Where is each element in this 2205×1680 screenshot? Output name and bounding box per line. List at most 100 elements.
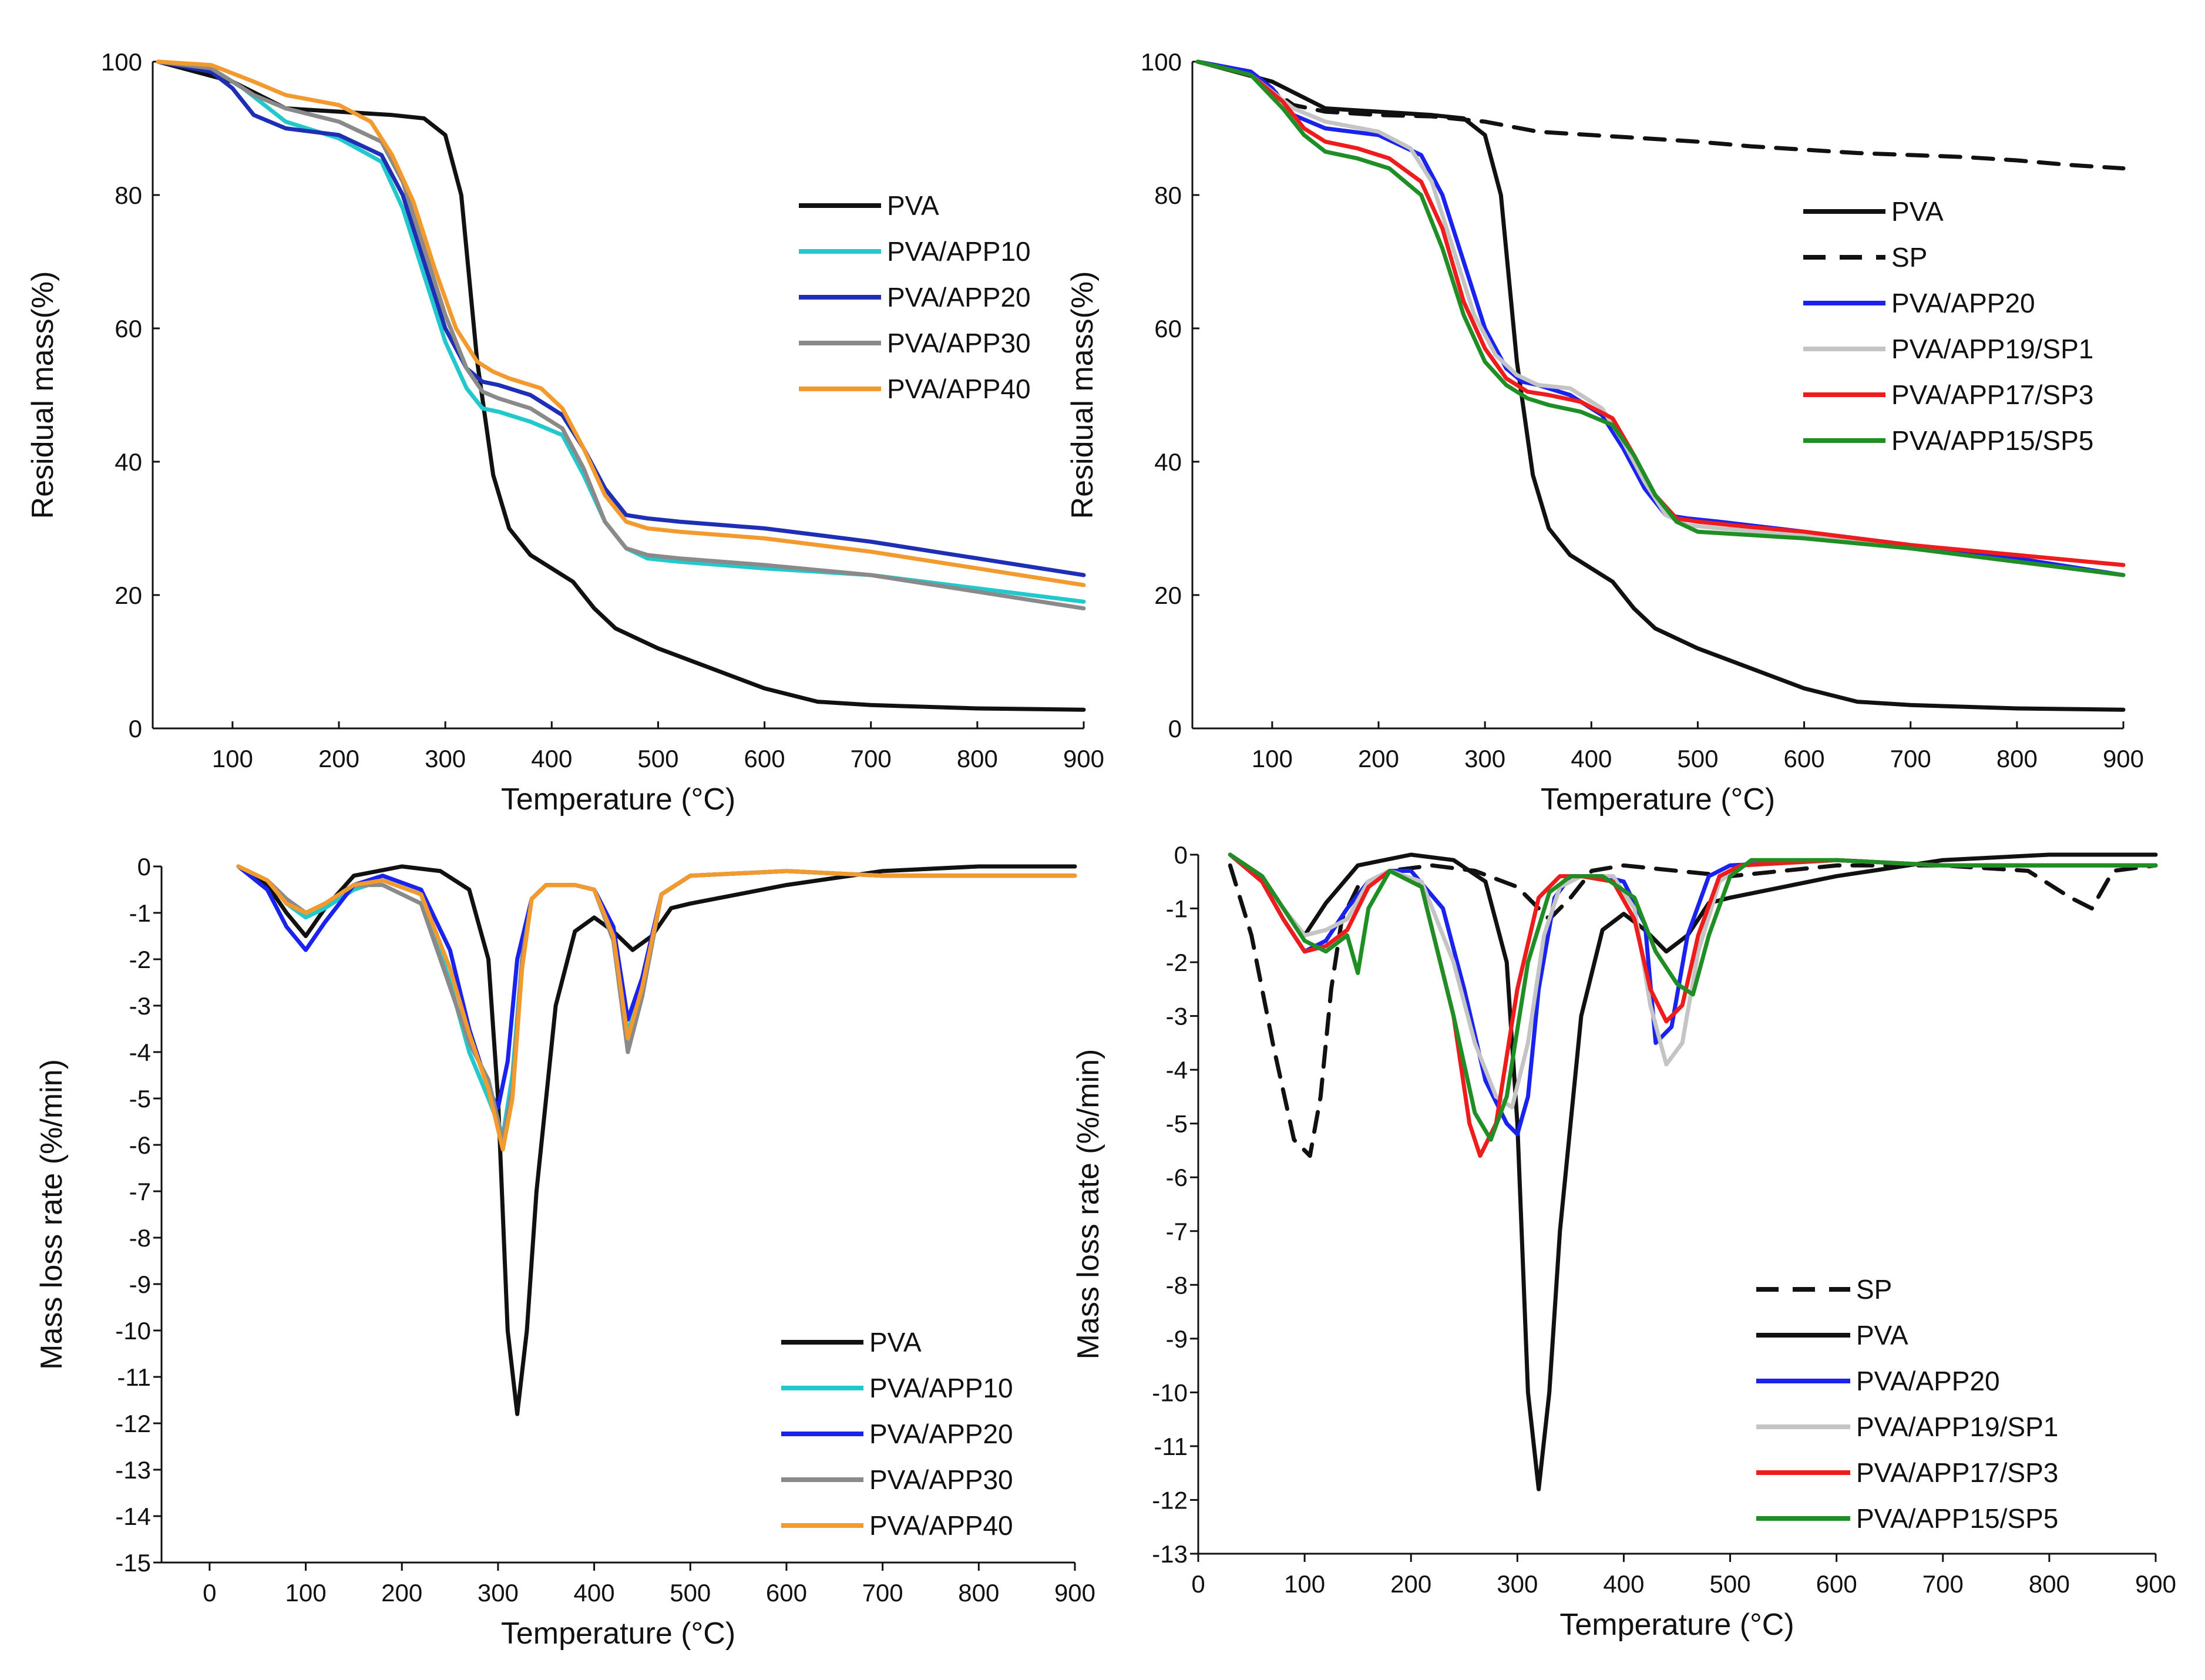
y-tick-label: -11	[1154, 1433, 1188, 1460]
legend-label: PVA/APP15/SP5	[1856, 1503, 2058, 1534]
x-tick-label: 800	[958, 1579, 999, 1607]
x-tick-label: 300	[425, 745, 466, 772]
x-tick-label: 500	[1677, 745, 1718, 772]
legend-label: PVA/APP19/SP1	[1891, 334, 2093, 364]
y-tick-label: -1	[1166, 895, 1188, 923]
y-tick-label: 0	[1174, 841, 1188, 869]
series-line-pva-app40	[156, 59, 1086, 587]
legend: SP PVA PVA/APP20 PVA/APP19/SP1 PVA/APP17/SP3…	[1756, 1274, 2058, 1534]
y-axis-title: Mass loss rate (%/min)	[35, 1059, 69, 1370]
x-tick-label: 100	[212, 745, 253, 772]
x-tick-label: 100	[1284, 1570, 1325, 1598]
y-tick-label: -1	[129, 899, 151, 927]
legend-label: PVA/APP10	[869, 1373, 1013, 1403]
x-tick-label: 100	[285, 1579, 326, 1607]
legend-label: PVA/APP10	[887, 236, 1031, 267]
y-tick-label: -4	[1166, 1056, 1188, 1084]
x-tick-label: 500	[637, 745, 678, 772]
y-axis-title: Mass loss rate (%/min)	[1071, 1049, 1105, 1360]
x-tick-label: 700	[1922, 1570, 1964, 1598]
y-tick-label: -5	[1166, 1110, 1188, 1138]
x-tick-label: 900	[1054, 1579, 1095, 1607]
legend-label: PVA	[1891, 196, 1944, 227]
x-tick-label: 600	[744, 745, 785, 772]
series-line-pva-app19-sp1	[1228, 852, 2158, 1110]
x-tick-label: 400	[1603, 1570, 1644, 1598]
y-tick-label: -7	[1166, 1218, 1188, 1245]
legend-label: SP	[1856, 1274, 1892, 1305]
x-tick-label: 100	[1252, 745, 1293, 772]
y-tick-label: -9	[129, 1271, 151, 1298]
y-tick-label: -9	[1166, 1325, 1188, 1353]
x-tick-label: 200	[1358, 745, 1399, 772]
x-tick-label: 400	[1571, 745, 1612, 772]
legend-label: PVA/APP20	[887, 282, 1031, 313]
x-tick-label: 700	[862, 1579, 903, 1607]
series-line-sp	[1195, 59, 2126, 171]
y-tick-label: -2	[1166, 949, 1188, 976]
y-tick-label: 40	[115, 448, 142, 476]
legend-label: PVA/APP20	[869, 1419, 1013, 1449]
legend-label: PVA/APP20	[1891, 288, 2035, 318]
legend-label: PVA	[1856, 1320, 1908, 1350]
y-tick-label: 0	[137, 853, 151, 881]
series-line-pva-app15-sp5	[1195, 59, 2126, 577]
x-tick-label: 0	[1191, 1570, 1205, 1598]
y-tick-label: -11	[117, 1363, 151, 1391]
series-line-pva-app20	[156, 59, 1086, 577]
y-tick-label: 80	[1154, 182, 1182, 209]
y-tick-label: -3	[1166, 1003, 1188, 1030]
x-tick-label: 200	[1390, 1570, 1431, 1598]
y-tick-label: -3	[129, 992, 151, 1020]
y-tick-label: 20	[115, 582, 142, 609]
series-line-pva	[156, 59, 1086, 712]
y-tick-label: -10	[115, 1317, 151, 1345]
x-tick-label: 300	[1464, 745, 1505, 772]
y-tick-label: -13	[1152, 1540, 1188, 1568]
x-tick-label: 600	[1816, 1570, 1857, 1598]
x-tick-label: 300	[478, 1579, 519, 1607]
series-line-pva	[1228, 852, 2158, 1491]
x-tick-label: 300	[1497, 1570, 1538, 1598]
x-tick-label: 200	[318, 745, 359, 772]
legend-label: PVA/APP40	[887, 374, 1031, 404]
y-tick-label: -13	[115, 1456, 151, 1484]
legend-label: PVA/APP15/SP5	[1891, 425, 2093, 456]
series-line-sp	[1228, 863, 2158, 1158]
y-tick-label: -12	[115, 1410, 151, 1437]
y-tick-label: -4	[129, 1039, 151, 1066]
y-tick-label: 100	[101, 48, 142, 76]
legend: PVA PVA/APP10 PVA/APP20 PVA/APP30 PVA/APP40	[781, 1327, 1013, 1541]
y-tick-label: 100	[1141, 48, 1182, 76]
series-line-pva-app15-sp5	[1228, 852, 2158, 1142]
legend: PVA PVA/APP10 PVA/APP20 PVA/APP30 PVA/APP40	[799, 190, 1031, 404]
series-line-pva	[236, 864, 1077, 1416]
y-tick-label: 60	[1154, 315, 1182, 342]
chart-panel-dtg-d: 0 100 200 300 400 500 600 700 800 900 0 -1 -2 -3 -4 -5 -…	[1071, 841, 2176, 1642]
legend-label: PVA/APP19/SP1	[1856, 1412, 2058, 1442]
x-axis-title: Temperature (°C)	[1541, 782, 1775, 817]
x-tick-label: 700	[851, 745, 892, 772]
legend-label: PVA/APP17/SP3	[1891, 379, 2093, 410]
y-tick-label: -10	[1152, 1379, 1188, 1406]
y-tick-label: 40	[1154, 448, 1182, 476]
legend-label: PVA	[869, 1327, 922, 1358]
y-tick-label: -7	[129, 1178, 151, 1205]
series-line-pva-app19-sp1	[1195, 59, 2126, 577]
x-tick-label: 900	[1063, 745, 1104, 772]
legend: PVA SP PVA/APP20 PVA/APP19/SP1 PVA/APP17/SP3…	[1803, 196, 2093, 456]
y-tick-label: -14	[115, 1503, 151, 1530]
y-tick-label: -6	[1166, 1164, 1188, 1191]
x-tick-label: 400	[531, 745, 572, 772]
x-tick-label: 200	[381, 1579, 422, 1607]
series-line-pva-app20	[236, 864, 1077, 1110]
x-tick-label: 800	[2029, 1570, 2070, 1598]
y-tick-label: 60	[115, 315, 142, 342]
legend-label: SP	[1891, 242, 1927, 273]
y-axis-title: Residual mass(%)	[26, 271, 60, 519]
y-tick-label: 80	[115, 182, 142, 209]
legend-label: PVA/APP30	[887, 328, 1031, 358]
series-line-pva-app40	[236, 864, 1077, 1152]
x-tick-label: 800	[1996, 745, 2038, 772]
